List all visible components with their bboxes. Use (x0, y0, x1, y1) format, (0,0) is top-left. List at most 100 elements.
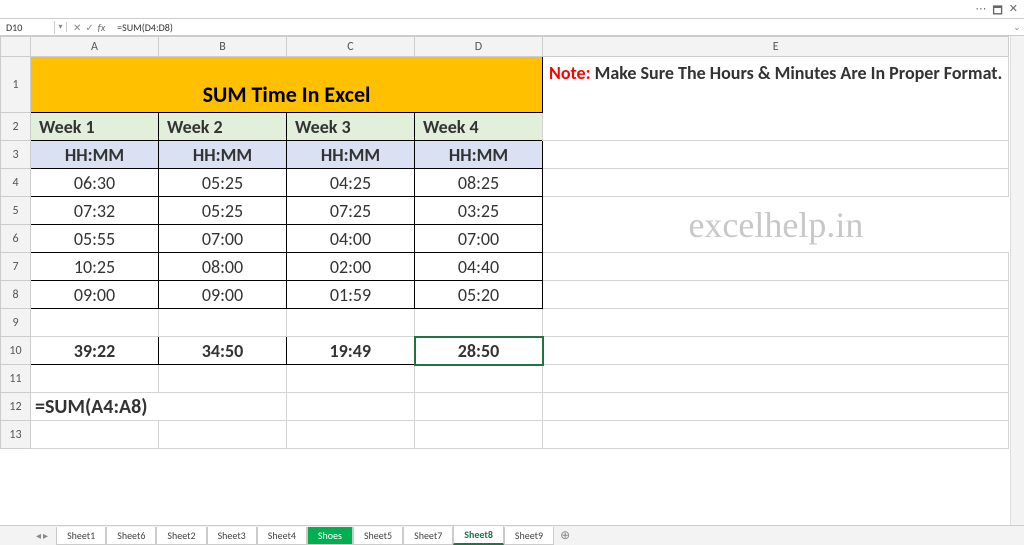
col-header-c[interactable]: C (287, 37, 415, 57)
cell-c6[interactable]: 04:00 (287, 225, 415, 253)
cell-e12[interactable] (543, 393, 1009, 421)
sheet-tab-sheet7[interactable]: Sheet7 (403, 527, 453, 545)
cell-a6[interactable]: 05:55 (31, 225, 159, 253)
cell-d11[interactable] (415, 365, 543, 393)
cell-d6[interactable]: 07:00 (415, 225, 543, 253)
cell-b11[interactable] (159, 365, 287, 393)
cell-b13[interactable] (159, 421, 287, 449)
row-header-7[interactable]: 7 (1, 253, 31, 281)
cell-a3[interactable]: HH:MM (31, 141, 159, 169)
cell-d2[interactable]: Week 4 (415, 113, 543, 141)
sheet-tab-sheet3[interactable]: Sheet3 (207, 527, 257, 545)
col-header-a[interactable]: A (31, 37, 159, 57)
row-header-1[interactable]: 1 (1, 57, 31, 113)
row-header-6[interactable]: 6 (1, 225, 31, 253)
sheet-tab-sheet4[interactable]: Sheet4 (257, 527, 307, 545)
formula-accept-icon[interactable]: ✓ (85, 21, 93, 34)
row-header-2[interactable]: 2 (1, 113, 31, 141)
cell-c11[interactable] (287, 365, 415, 393)
cell-c2[interactable]: Week 3 (287, 113, 415, 141)
cell-a2[interactable]: Week 1 (31, 113, 159, 141)
title-cell[interactable]: SUM Time In Excel (31, 57, 543, 113)
cell-d10-active[interactable]: 28:50 (415, 337, 543, 365)
cell-e4[interactable] (543, 169, 1009, 197)
row-header-12[interactable]: 12 (1, 393, 31, 421)
cell-b10[interactable]: 34:50 (159, 337, 287, 365)
cell-d5[interactable]: 03:25 (415, 197, 543, 225)
select-all-corner[interactable] (1, 37, 31, 57)
formula-cancel-icon[interactable]: ✕ (73, 21, 81, 34)
sheet-tab-sheet2[interactable]: Sheet2 (156, 527, 206, 545)
cell-a4[interactable]: 06:30 (31, 169, 159, 197)
cell-c7[interactable]: 02:00 (287, 253, 415, 281)
cell-a7[interactable]: 10:25 (31, 253, 159, 281)
row-header-13[interactable]: 13 (1, 421, 31, 449)
cell-c3[interactable]: HH:MM (287, 141, 415, 169)
row-header-3[interactable]: 3 (1, 141, 31, 169)
tab-nav-prev-icon[interactable]: ◂ (36, 529, 41, 542)
cell-a5[interactable]: 07:32 (31, 197, 159, 225)
sheet-tab-sheet6[interactable]: Sheet6 (106, 527, 156, 545)
vertical-scrollbar[interactable] (1010, 36, 1024, 525)
cell-b4[interactable]: 05:25 (159, 169, 287, 197)
sheet-tab-shoes[interactable]: Shoes (307, 527, 353, 545)
name-box[interactable]: D10 (0, 21, 55, 34)
cell-c4[interactable]: 04:25 (287, 169, 415, 197)
row-header-8[interactable]: 8 (1, 281, 31, 309)
cell-b6[interactable]: 07:00 (159, 225, 287, 253)
new-sheet-icon[interactable]: ⊕ (554, 526, 576, 545)
col-header-e[interactable]: E (543, 37, 1009, 57)
row-header-10[interactable]: 10 (1, 337, 31, 365)
cell-a11[interactable] (31, 365, 159, 393)
cell-a8[interactable]: 09:00 (31, 281, 159, 309)
cell-c12[interactable] (287, 393, 415, 421)
tab-nav-next-icon[interactable]: ▸ (43, 529, 48, 542)
sheet-tab-sheet5[interactable]: Sheet5 (353, 527, 403, 545)
cell-e7[interactable] (543, 253, 1009, 281)
sheet-tab-sheet9[interactable]: Sheet9 (504, 527, 554, 545)
cell-e10[interactable] (543, 337, 1009, 365)
cell-b8[interactable]: 09:00 (159, 281, 287, 309)
note-cell[interactable]: Note: Make Sure The Hours & Minutes Are … (543, 57, 1009, 141)
cell-e13[interactable] (543, 421, 1009, 449)
row-header-11[interactable]: 11 (1, 365, 31, 393)
note-body: Make Sure The Hours & Minutes Are In Pro… (595, 62, 1003, 84)
cell-d3[interactable]: HH:MM (415, 141, 543, 169)
cell-e3[interactable] (543, 141, 1009, 169)
row-header-5[interactable]: 5 (1, 197, 31, 225)
col-header-d[interactable]: D (415, 37, 543, 57)
cell-c8[interactable]: 01:59 (287, 281, 415, 309)
fx-icon[interactable]: fx (98, 21, 105, 34)
cell-a10[interactable]: 39:22 (31, 337, 159, 365)
cell-c10[interactable]: 19:49 (287, 337, 415, 365)
sheet-tab-sheet1[interactable]: Sheet1 (56, 527, 106, 545)
cell-b5[interactable]: 05:25 (159, 197, 287, 225)
worksheet-grid[interactable]: A B C D E 1 SUM Time In Excel Note: Make… (0, 36, 1024, 525)
cell-a13[interactable] (31, 421, 159, 449)
cell-e11[interactable] (543, 365, 1009, 393)
formula-bar-input[interactable]: =SUM(D4:D8) (111, 21, 1010, 34)
cell-c5[interactable]: 07:25 (287, 197, 415, 225)
cell-c9[interactable] (287, 309, 415, 337)
name-box-dropdown-icon[interactable]: ▾ (55, 22, 67, 32)
cell-d8[interactable]: 05:20 (415, 281, 543, 309)
cell-e8[interactable] (543, 281, 1009, 309)
cell-c13[interactable] (287, 421, 415, 449)
col-header-b[interactable]: B (159, 37, 287, 57)
cell-d9[interactable] (415, 309, 543, 337)
cell-a12-formula[interactable]: =SUM(A4:A8) (31, 393, 287, 421)
cell-e9[interactable] (543, 309, 1009, 337)
sheet-tab-sheet8[interactable]: Sheet8 (453, 526, 504, 545)
cell-d12[interactable] (415, 393, 543, 421)
cell-a9[interactable] (31, 309, 159, 337)
formula-bar-expand-icon[interactable]: ⌄ (1010, 22, 1024, 33)
row-header-4[interactable]: 4 (1, 169, 31, 197)
row-header-9[interactable]: 9 (1, 309, 31, 337)
cell-b9[interactable] (159, 309, 287, 337)
cell-d7[interactable]: 04:40 (415, 253, 543, 281)
cell-b3[interactable]: HH:MM (159, 141, 287, 169)
cell-b2[interactable]: Week 2 (159, 113, 287, 141)
cell-b7[interactable]: 08:00 (159, 253, 287, 281)
cell-d4[interactable]: 08:25 (415, 169, 543, 197)
cell-d13[interactable] (415, 421, 543, 449)
